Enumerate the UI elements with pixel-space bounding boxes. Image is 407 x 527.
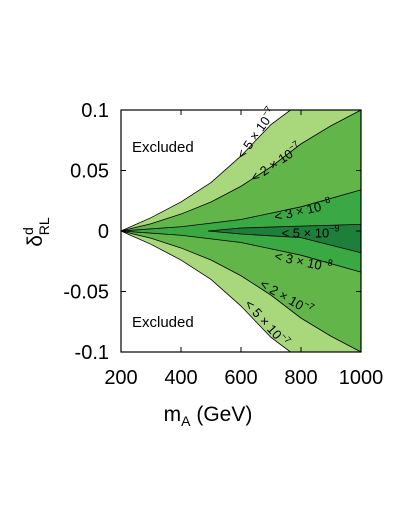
contour-label-2e-7-lower-exponent: −7 [302,298,316,312]
x-axis-title-rest: (GeV) [191,403,253,426]
y-axis-title-main: δ [24,235,47,247]
contour-label-5e-9-text: < 5 × 10 [282,226,330,241]
x-axis-title-main: m [164,403,182,426]
x-axis-title: mA (GeV) [164,403,253,429]
y-axis-title: δdRL [20,217,52,247]
y-tick-label: 0.1 [81,100,109,122]
x-tick-label: 200 [104,367,137,389]
y-tick-label: -0.1 [75,342,109,364]
y-tick-label: 0.05 [70,161,109,183]
contour-label-3e-8-lower-exponent: −8 [322,256,334,268]
contour-label-5e-9-exponent: −9 [329,224,339,234]
contour-label-3e-8-upper-exponent: −8 [319,195,331,207]
contour-label-5e-7-upper-exponent: −7 [259,104,273,118]
x-tick-label: 400 [164,367,197,389]
x-tick-label: 600 [224,367,257,389]
contour-label-5e-9: < 5 × 10−9 [282,224,340,241]
plot-regions [121,110,361,352]
y-tick-label: -0.05 [63,282,109,304]
x-tick-label: 1000 [339,367,384,389]
x-tick-label: 800 [284,367,317,389]
contour-region-band-5e-9 [207,110,361,352]
tick-labels: 200 400 600 800 1000 0.1 0.05 0 -0.05 -0.1 [63,100,383,389]
y-tick-label: 0 [98,221,109,243]
region-label-lower: Excluded [132,314,194,331]
y-axis-title-sup: d [20,227,36,235]
x-axis-title-sub: A [181,413,191,429]
region-label-upper: Excluded [132,139,194,156]
contour-label-2e-7-upper-exponent: −7 [286,139,300,153]
y-axis-title-sub: RL [36,217,52,235]
plot-frame [120,109,362,353]
